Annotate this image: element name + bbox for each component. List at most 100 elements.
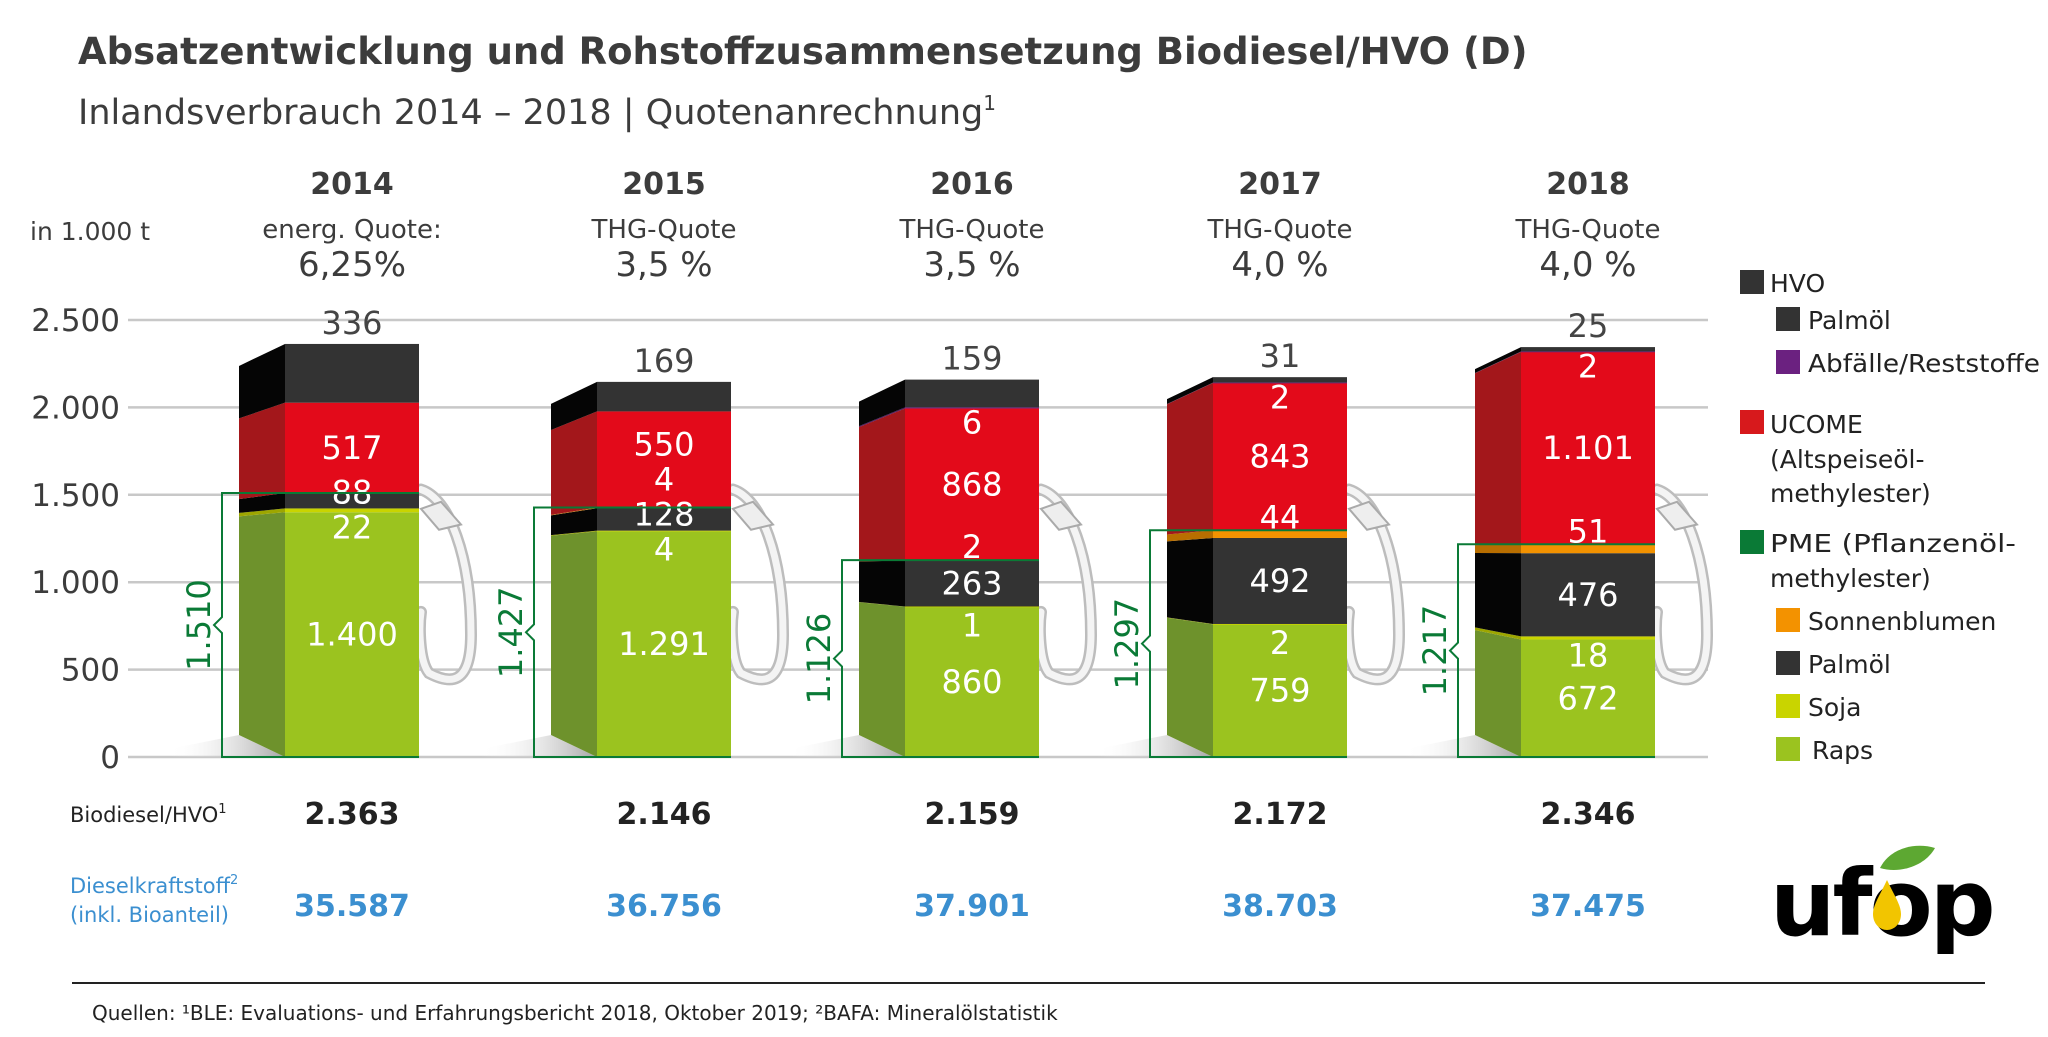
quota-value-label: 3,5 % — [615, 245, 712, 285]
legend-ucome-desc-1: (Altspeiseöl- — [1770, 445, 1925, 474]
legend-swatch-hvo — [1740, 270, 1764, 294]
value-label: 2 — [1270, 379, 1290, 417]
row-label-diesel-text: Dieselkraftstoff — [70, 874, 231, 898]
value-label: 2 — [1270, 624, 1290, 662]
bar-segment-pme-raps — [1213, 624, 1347, 757]
bar-side-palml — [1475, 347, 1521, 373]
biodiesel-total: 2.363 — [305, 797, 400, 832]
subtitle-text: Inlandsverbrauch 2014 – 2018 | Quotenanr… — [78, 93, 983, 133]
bar-side-sonnenblumen — [551, 507, 597, 516]
bar-side-palml — [551, 508, 597, 536]
value-label: 169 — [633, 342, 694, 380]
bar-segment-hvo-abfllereststoffe — [1521, 351, 1655, 353]
legend: HVO Palmöl Abfälle/Reststoffe UCOME (Alt… — [1740, 269, 2040, 765]
fuel-nozzle-icon — [1655, 500, 1699, 531]
bar-segment-pme-palml — [905, 560, 1039, 607]
legend-label-sonnenblumen: Sonnenblumen — [1808, 607, 1996, 636]
value-label: 492 — [1249, 562, 1310, 600]
chart-title: Absatzentwicklung und Rohstoffzusammense… — [78, 30, 1528, 73]
year-label: 2018 — [1546, 167, 1630, 202]
quota-value-label: 4,0 % — [1539, 245, 1636, 285]
fuel-nozzle-icon — [1347, 500, 1391, 531]
y-tick-label: 1.500 — [31, 478, 120, 514]
year-label: 2014 — [310, 167, 394, 202]
value-label: 31 — [1260, 337, 1301, 375]
value-label: 1 — [962, 606, 982, 644]
bar-shadow — [481, 735, 597, 757]
bar-segment-ucome-ucome — [285, 402, 419, 494]
bar-segment-hvo-palml — [597, 381, 731, 412]
pme-bracket — [1140, 529, 1347, 758]
bar-side-raps — [551, 531, 597, 757]
diesel-total: 37.901 — [914, 889, 1030, 924]
value-label: 263 — [941, 565, 1002, 603]
pme-total-label: 1.217 — [1416, 605, 1454, 697]
bar-segment-pme-raps — [905, 606, 1039, 757]
bar-side-ucome — [551, 411, 597, 515]
value-label: 517 — [321, 429, 382, 467]
value-label: 2 — [1578, 347, 1598, 385]
row-label-biodiesel: Biodiesel/HVO1 — [70, 802, 227, 827]
bar-segment-pme-palml — [285, 493, 419, 509]
biodiesel-total: 2.172 — [1233, 797, 1328, 832]
pme-total-label: 1.297 — [1108, 598, 1146, 690]
pme-total-label: 1.126 — [800, 613, 838, 705]
legend-swatch-hvo-palmoel — [1776, 307, 1800, 331]
bar-side-sonnenblumen — [1475, 544, 1521, 554]
chart-subtitle: Inlandsverbrauch 2014 – 2018 | Quotenanr… — [78, 91, 996, 133]
bar-segment-hvo-palml — [905, 379, 1039, 408]
quota-value-label: 4,0 % — [1231, 245, 1328, 285]
value-label: 4 — [654, 461, 674, 499]
biodiesel-total: 2.159 — [925, 797, 1020, 832]
ufop-logo: ufop — [1770, 845, 1996, 957]
legend-swatch-pme — [1740, 530, 1764, 554]
bar-side-abfllereststoffe — [859, 407, 905, 428]
value-label: 6 — [962, 403, 982, 441]
bar-side-soja — [239, 508, 285, 517]
y-tick-label: 0 — [100, 740, 120, 776]
fuel-nozzle-icon — [731, 500, 775, 531]
bar-segment-pme-raps — [597, 531, 731, 757]
bar-segment-hvo-palml — [285, 343, 419, 403]
legend-swatch-sonnenblumen — [1776, 608, 1800, 632]
diesel-total: 37.475 — [1530, 889, 1646, 924]
y-tick-label: 500 — [61, 653, 120, 689]
legend-swatch-pme-palmoel — [1776, 651, 1800, 675]
pme-bracket — [212, 492, 419, 758]
row-label-diesel-2: (inkl. Bioanteil) — [70, 903, 229, 927]
legend-swatch-raps — [1776, 737, 1800, 761]
unit-label: in 1.000 t — [30, 217, 150, 246]
bar-side-palml — [551, 381, 597, 430]
row-label-diesel-sup: 2 — [230, 873, 238, 888]
bar-side-palml — [1167, 377, 1213, 404]
value-label: 843 — [1249, 438, 1310, 476]
value-label: 25 — [1568, 307, 1609, 345]
y-tick-label: 2.500 — [31, 303, 120, 339]
legend-swatch-soja — [1776, 694, 1800, 718]
legend-label-hvo-palmoel: Palmöl — [1808, 306, 1891, 335]
bar-side-soja — [1475, 627, 1521, 640]
bar-shadow — [169, 735, 285, 757]
bar-side-soja — [551, 530, 597, 536]
legend-label-abfaelle: Abfälle/Reststoffe — [1808, 349, 2040, 378]
bar-side-palml — [239, 343, 285, 419]
value-label: 1.101 — [1542, 429, 1634, 467]
bar-segment-hvo-palml — [1213, 377, 1347, 383]
bar-segment-pme-palml — [1213, 537, 1347, 624]
bar-side-raps — [1475, 630, 1521, 757]
bar-side-abfllereststoffe — [1475, 351, 1521, 374]
bar-segment-pme-soja — [905, 606, 1039, 608]
bar-side-sonnenblumen — [1167, 530, 1213, 542]
bar-side-palml — [859, 560, 905, 607]
sources-note: Quellen: ¹BLE: Evaluations- und Erfahrun… — [92, 1001, 1058, 1025]
legend-label-soja: Soja — [1808, 693, 1861, 722]
bar-segment-pme-raps — [1521, 639, 1655, 757]
pme-total-label: 1.427 — [492, 586, 530, 678]
bar-segment-pme-palml — [597, 508, 731, 531]
year-label: 2015 — [622, 167, 706, 202]
year-label: 2017 — [1238, 167, 1322, 202]
row-label-biodiesel-sup: 1 — [218, 802, 226, 817]
bar-side-ucome — [1167, 382, 1213, 535]
